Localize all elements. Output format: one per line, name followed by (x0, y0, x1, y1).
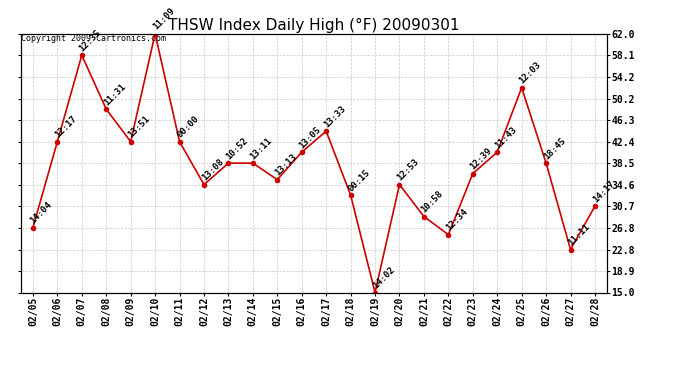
Text: 00:00: 00:00 (175, 114, 201, 140)
Text: 12:39: 12:39 (469, 146, 494, 171)
Text: 10:52: 10:52 (224, 136, 250, 161)
Text: 11:31: 11:31 (102, 82, 128, 107)
Text: 13:08: 13:08 (199, 157, 225, 183)
Text: 12:03: 12:03 (518, 60, 543, 86)
Text: 13:05: 13:05 (297, 124, 323, 150)
Text: 12:35: 12:35 (77, 28, 103, 53)
Text: 11:43: 11:43 (493, 124, 518, 150)
Text: 12:17: 12:17 (53, 114, 79, 140)
Text: 11:11: 11:11 (566, 222, 591, 248)
Text: 14:17: 14:17 (591, 178, 616, 204)
Text: 14:04: 14:04 (29, 200, 54, 225)
Text: 13:13: 13:13 (273, 152, 298, 177)
Text: 14:02: 14:02 (371, 265, 396, 290)
Text: 00:15: 00:15 (346, 168, 372, 193)
Text: 18:45: 18:45 (542, 136, 567, 161)
Text: 11:09: 11:09 (151, 6, 176, 32)
Text: Copyright 2009 Cartronics.com: Copyright 2009 Cartronics.com (21, 34, 166, 43)
Text: 13:51: 13:51 (126, 114, 152, 140)
Text: 13:33: 13:33 (322, 104, 347, 129)
Text: 12:34: 12:34 (444, 207, 469, 232)
Text: 13:11: 13:11 (248, 136, 274, 161)
Title: THSW Index Daily High (°F) 20090301: THSW Index Daily High (°F) 20090301 (168, 18, 460, 33)
Text: 12:53: 12:53 (395, 157, 421, 183)
Text: 10:58: 10:58 (420, 189, 445, 214)
